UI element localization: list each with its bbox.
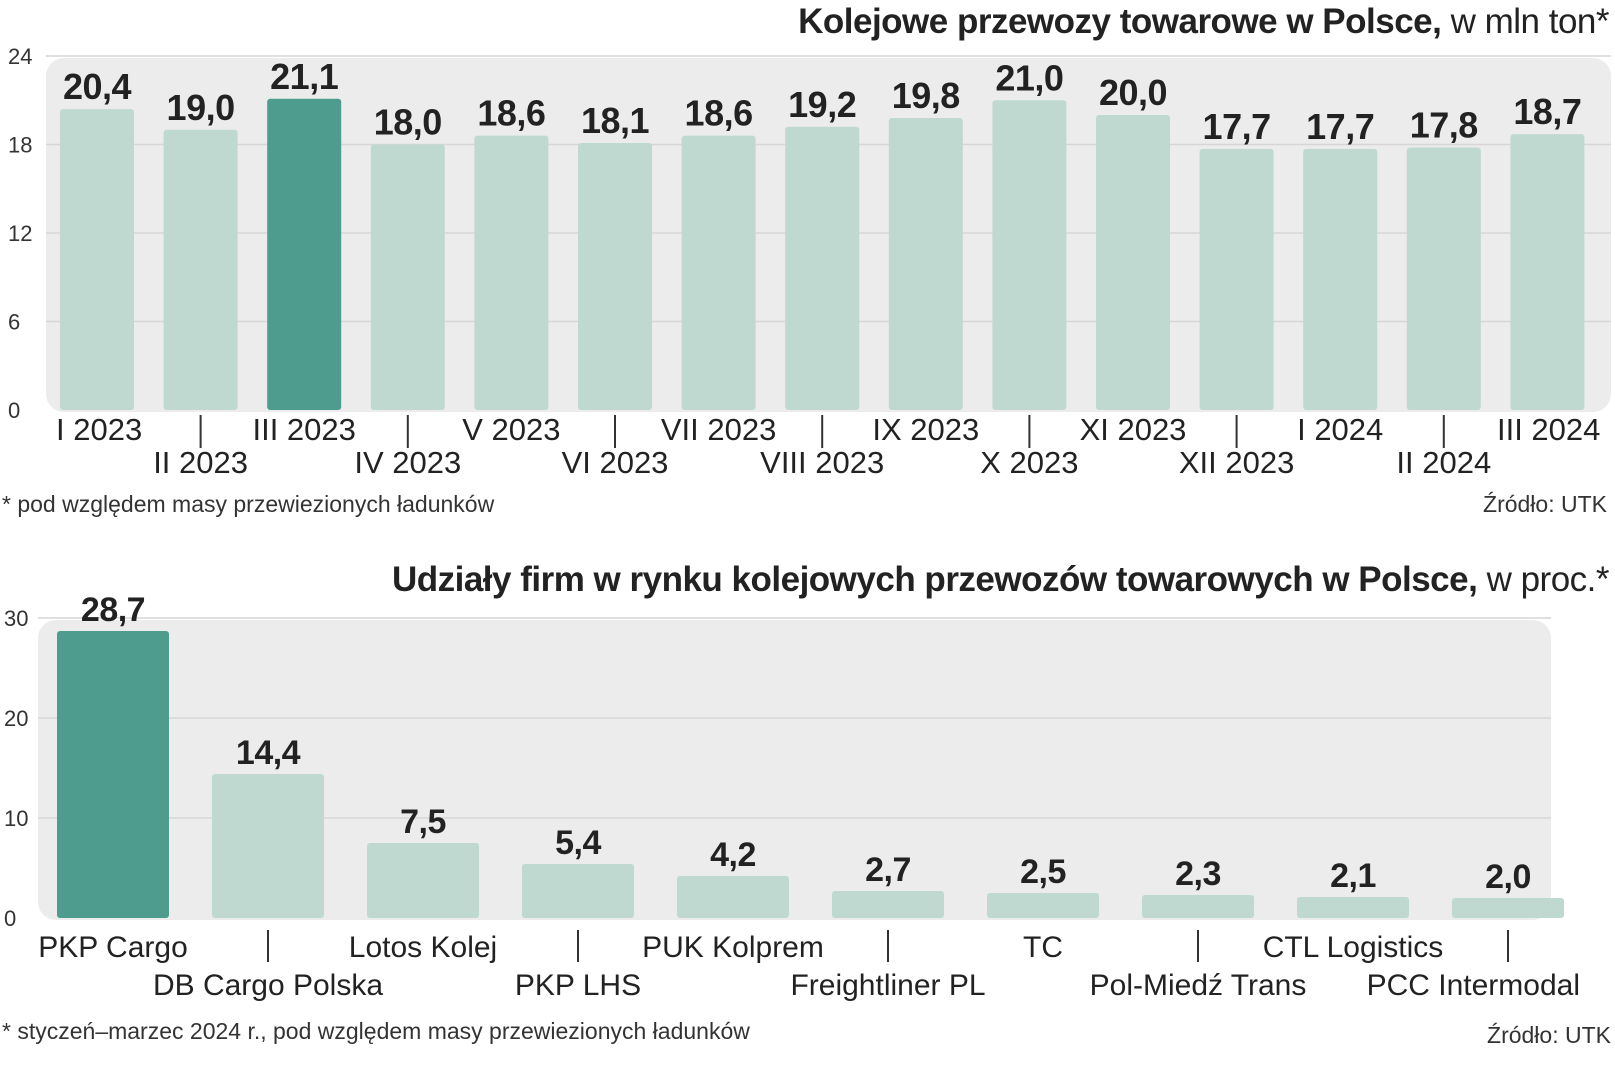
bar xyxy=(832,891,944,918)
value-label: 17,7 xyxy=(1306,106,1374,147)
bar xyxy=(1199,148,1274,411)
bar xyxy=(677,876,789,918)
x-tick-label: PKP LHS xyxy=(515,969,641,1002)
y-tick-label: 0 xyxy=(8,398,20,423)
chart1-monthly-freight: 0 6 12 18 24 20,4 19,0 21,1 18,0 18,6 18,1 18,6 19,2… xyxy=(8,44,1611,480)
value-label: 18,1 xyxy=(581,100,650,141)
bar xyxy=(1297,897,1409,918)
bar xyxy=(212,774,324,918)
value-label: 7,5 xyxy=(400,803,446,841)
bar xyxy=(60,109,134,410)
bar xyxy=(367,843,479,918)
chart1-title-unit: w mln ton* xyxy=(1441,2,1610,41)
bar xyxy=(163,129,238,410)
x-tick-label: CTL Logistics xyxy=(1263,931,1444,964)
x-tick-label: Lotos Kolej xyxy=(349,931,497,964)
x-tick-label: III 2024 xyxy=(1497,412,1600,447)
x-tick-label: I 2024 xyxy=(1297,412,1383,447)
chart1-source: Źródło: UTK xyxy=(1483,491,1607,517)
chart1-footnote: * pod względem masy przewiezionych ładun… xyxy=(2,491,495,517)
x-tick-label: Pol-Miedź Trans xyxy=(1090,969,1307,1002)
bar xyxy=(987,893,1099,918)
x-tick-label: IV 2023 xyxy=(354,445,461,480)
x-tick-label: XII 2023 xyxy=(1179,445,1294,480)
y-tick-label: 20 xyxy=(4,706,28,731)
bar xyxy=(474,135,549,410)
value-label: 20,4 xyxy=(63,66,132,107)
value-label: 2,7 xyxy=(865,851,911,889)
bar xyxy=(992,100,1067,410)
y-tick-label: 30 xyxy=(4,606,28,631)
y-tick-label: 18 xyxy=(8,133,32,158)
y-tick-label: 12 xyxy=(8,221,32,246)
x-tick-label: VI 2023 xyxy=(562,445,669,480)
bar xyxy=(370,144,445,410)
chart1-title-main: Kolejowe przewozy towarowe w Polsce, xyxy=(798,2,1442,41)
bar xyxy=(1510,134,1585,411)
x-tick-label: II 2023 xyxy=(153,445,248,480)
chart2-footnote: * styczeń–marzec 2024 r., pod względem m… xyxy=(2,1018,750,1044)
x-tick-label: IX 2023 xyxy=(872,412,979,447)
y-tick-label: 6 xyxy=(8,310,20,335)
value-label: 2,0 xyxy=(1485,858,1531,896)
x-tick-label: VIII 2023 xyxy=(760,445,884,480)
y-tick-label: 24 xyxy=(8,44,32,69)
bar xyxy=(681,135,756,410)
value-label: 18,6 xyxy=(477,93,545,134)
value-label: 20,0 xyxy=(1099,72,1167,113)
value-label: 2,5 xyxy=(1020,853,1066,891)
y-tick-label: 10 xyxy=(4,806,28,831)
y-tick-label: 0 xyxy=(4,906,16,931)
chart2-source: Źródło: UTK xyxy=(1487,1022,1611,1048)
bar xyxy=(267,98,342,411)
x-tick-label: VII 2023 xyxy=(661,412,776,447)
x-tick-label: PUK Kolprem xyxy=(642,931,824,964)
x-tick-label: III 2023 xyxy=(252,412,355,447)
x-tick-label: TC xyxy=(1023,931,1063,964)
x-tick-label: PKP Cargo xyxy=(38,931,188,964)
value-label: 19,0 xyxy=(167,87,235,128)
value-label: 28,7 xyxy=(81,591,145,629)
value-label: 2,1 xyxy=(1330,857,1376,895)
x-tick-label: II 2024 xyxy=(1396,445,1491,480)
chart1-title: Kolejowe przewozy towarowe w Polsce, w m… xyxy=(798,2,1609,42)
chart2-title: Udziały firm w rynku kolejowych przewozó… xyxy=(391,560,1610,600)
chart2-market-share: 0 10 20 30 28,7 14,4 7,5 5,4 4,2 2,7 2,5 2,3 2,1 2,0 P… xyxy=(4,591,1580,1002)
value-label: 18,6 xyxy=(685,93,753,134)
bar xyxy=(1452,898,1564,918)
x-tick-label: V 2023 xyxy=(462,412,560,447)
value-label: 17,8 xyxy=(1410,104,1478,145)
x-tick-label: X 2023 xyxy=(980,445,1078,480)
bar xyxy=(785,126,860,411)
value-label: 18,0 xyxy=(374,102,442,143)
x-tick-label: XI 2023 xyxy=(1080,412,1187,447)
bar xyxy=(522,864,634,918)
value-label: 18,7 xyxy=(1513,91,1581,132)
bar xyxy=(1142,895,1254,918)
x-tick-label: PCC Intermodal xyxy=(1367,969,1580,1002)
x-tick-label: Freightliner PL xyxy=(790,969,985,1002)
x-tick-label: I 2023 xyxy=(56,412,142,447)
bar xyxy=(578,143,652,410)
value-label: 2,3 xyxy=(1175,855,1221,893)
x-tick-label: DB Cargo Polska xyxy=(153,969,383,1002)
bar xyxy=(1303,148,1378,411)
value-label: 17,7 xyxy=(1203,106,1271,147)
bar xyxy=(1096,115,1170,410)
chart2-title-unit: w proc.* xyxy=(1477,560,1610,599)
bar xyxy=(57,631,169,918)
value-label: 5,4 xyxy=(555,824,601,862)
value-label: 4,2 xyxy=(710,836,756,874)
value-label: 19,8 xyxy=(892,75,960,116)
value-label: 21,1 xyxy=(270,56,339,97)
chart2-title-main: Udziały firm w rynku kolejowych przewozó… xyxy=(391,560,1478,599)
bar xyxy=(888,117,963,410)
value-label: 14,4 xyxy=(236,734,301,772)
value-label: 21,0 xyxy=(995,57,1063,98)
value-label: 19,2 xyxy=(788,84,856,125)
bar xyxy=(1406,147,1481,410)
